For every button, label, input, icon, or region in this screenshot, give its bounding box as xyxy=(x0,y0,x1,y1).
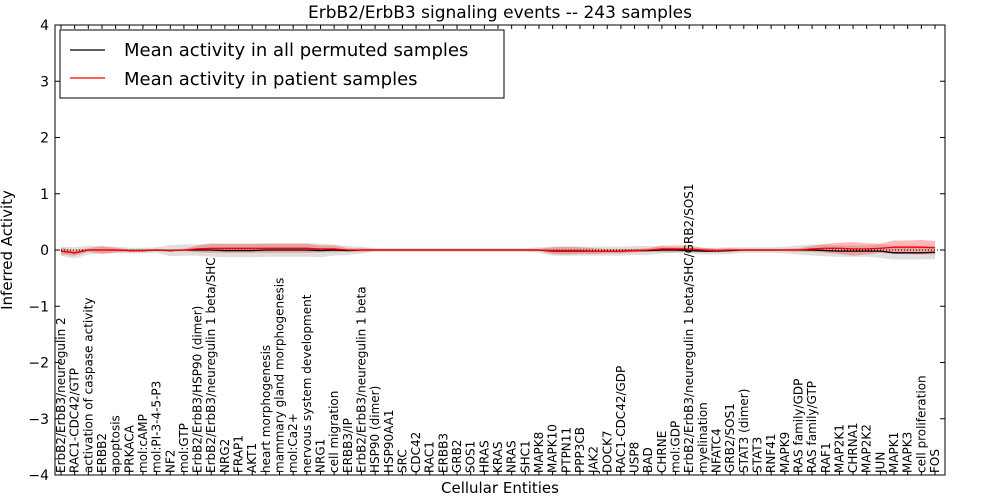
x-tick-label: nervous system development xyxy=(300,294,314,473)
x-tick-label: myelination xyxy=(696,402,710,473)
x-tick-label: NFATC4 xyxy=(710,428,724,473)
x-tick-label: cell migration xyxy=(327,391,341,473)
x-tick-label: SOS1 xyxy=(464,441,478,473)
x-tick-label: PRKACA xyxy=(122,424,136,473)
x-tick-label: NF2 xyxy=(163,449,177,473)
confidence-band-permuted xyxy=(61,243,935,260)
x-tick-label: ErbB2/ErbB3/neuregulin 2 xyxy=(54,317,68,473)
x-tick-label: FOS xyxy=(928,449,942,473)
x-tick-label: GRB2 xyxy=(450,439,464,473)
legend: Mean activity in all permuted samples Me… xyxy=(59,29,505,99)
x-tick-label: CDC42 xyxy=(409,432,423,473)
x-tick-label: AKT1 xyxy=(245,443,259,473)
x-axis: ErbB2/ErbB3/neuregulin 2 RAC1-CDC42/GTP ac… xyxy=(54,25,942,475)
chart-title: ErbB2/ErbB3 signaling events -- 243 samp… xyxy=(308,3,692,23)
x-tick-label: MAPK8 xyxy=(532,432,546,473)
x-tick-label: mammary gland morphogenesis xyxy=(273,278,287,473)
plot-area xyxy=(55,239,945,260)
x-tick-label: STAT3 xyxy=(750,437,764,473)
x-tick-label: PTPN11 xyxy=(559,427,573,473)
x-tick-label: RAC1-CDC42/GDP xyxy=(614,366,628,473)
x-tick-label: DOCK7 xyxy=(600,430,614,473)
x-tick-label: FRAP1 xyxy=(232,435,246,473)
x-tick-label: JAK2 xyxy=(587,446,601,474)
x-tick-label: ErbB2/ErbB3/neuregulin 1 beta/SHC/GRB2/S… xyxy=(682,183,696,473)
x-tick-label: mol:PI-3-4-5-P3 xyxy=(150,381,164,473)
y-tick-label: −3 xyxy=(28,412,49,428)
y-axis-label: Inferred Activity xyxy=(0,190,16,310)
x-tick-label: RAF1 xyxy=(819,442,833,473)
x-tick-label: ERBB2 xyxy=(95,433,109,473)
x-tick-label: MAPK10 xyxy=(546,424,560,473)
x-tick-label: HSP90 (dimer) xyxy=(368,386,382,473)
y-tick-label: 3 xyxy=(40,74,49,90)
x-tick-label: GRB2/SOS1 xyxy=(723,403,737,473)
x-tick-label: MAPK1 xyxy=(887,432,901,473)
x-tick-label: ErbB2/ErbB3/neuregulin 1 beta xyxy=(354,286,368,473)
x-tick-label: RAC1-CDC42/GTP xyxy=(68,368,82,473)
x-tick-label: MAP2K1 xyxy=(832,424,846,473)
series-line-patient xyxy=(60,246,936,254)
y-tick-label: −2 xyxy=(28,356,49,372)
x-tick-label: RAS family/GDP xyxy=(791,379,805,473)
x-tick-label: mol:GTP xyxy=(177,423,191,473)
x-tick-label: mol:cAMP xyxy=(136,414,150,473)
x-tick-label: HRAS xyxy=(477,440,491,473)
x-tick-label: MAPK9 xyxy=(778,432,792,473)
x-tick-label: RNF41 xyxy=(764,434,778,474)
legend-label-patient: Mean activity in patient samples xyxy=(124,69,418,90)
x-tick-label: KRAS xyxy=(491,441,505,473)
x-tick-label: mol:GDP xyxy=(669,421,683,473)
x-tick-label: NRAS xyxy=(505,440,519,473)
y-tick-label: 0 xyxy=(40,243,49,259)
y-tick-label: 1 xyxy=(40,187,49,203)
x-tick-label: SRC xyxy=(395,449,409,473)
x-tick-label: MAP2K2 xyxy=(860,424,874,473)
y-tick-label: 4 xyxy=(40,18,49,34)
x-tick-label: HSP90AA1 xyxy=(382,409,396,473)
x-tick-label: apoptosis xyxy=(109,415,123,473)
x-tick-label: NRG2 xyxy=(218,439,232,473)
x-tick-label: USP8 xyxy=(628,442,642,473)
y-tick-label: 2 xyxy=(40,131,49,147)
x-tick-label: CHRNA1 xyxy=(846,422,860,473)
x-tick-label: ERBB3/IP xyxy=(341,418,355,473)
x-tick-label: ErbB2/ErbB3/neuregulin 1 beta/SHC xyxy=(204,257,218,473)
x-tick-label: mol:Ca2+ xyxy=(286,413,300,473)
y-tick-label: −1 xyxy=(28,299,49,315)
x-tick-label: cell proliferation xyxy=(914,375,928,473)
x-tick-label: NRG1 xyxy=(313,439,327,473)
x-tick-label: RAS family/GTP xyxy=(805,381,819,473)
x-tick-label: MAPK3 xyxy=(901,432,915,473)
x-tick-label: activation of caspase activity xyxy=(81,298,95,473)
x-tick-label: JUN xyxy=(873,452,887,474)
x-tick-label: SHC1 xyxy=(518,440,532,473)
x-tick-label: PPP3CB xyxy=(573,427,587,473)
x-tick-label: CHRNE xyxy=(655,431,669,473)
x-tick-label: ErbB2/ErbB3/HSP90 (dimer) xyxy=(191,306,205,473)
x-tick-label: ERBB3 xyxy=(436,433,450,473)
y-axis: −4 −3 −2 −1 0 1 2 3 4 xyxy=(28,18,945,484)
legend-box xyxy=(59,29,505,99)
legend-label-permuted: Mean activity in all permuted samples xyxy=(124,40,468,61)
x-tick-label: RAC1 xyxy=(423,441,437,473)
x-axis-label: Cellular Entities xyxy=(441,479,559,497)
y-tick-label: −4 xyxy=(28,468,49,484)
x-tick-label: STAT3 (dimer) xyxy=(737,389,751,473)
x-tick-label: BAD xyxy=(641,447,655,473)
x-tick-label: heart morphogenesis xyxy=(259,345,273,473)
